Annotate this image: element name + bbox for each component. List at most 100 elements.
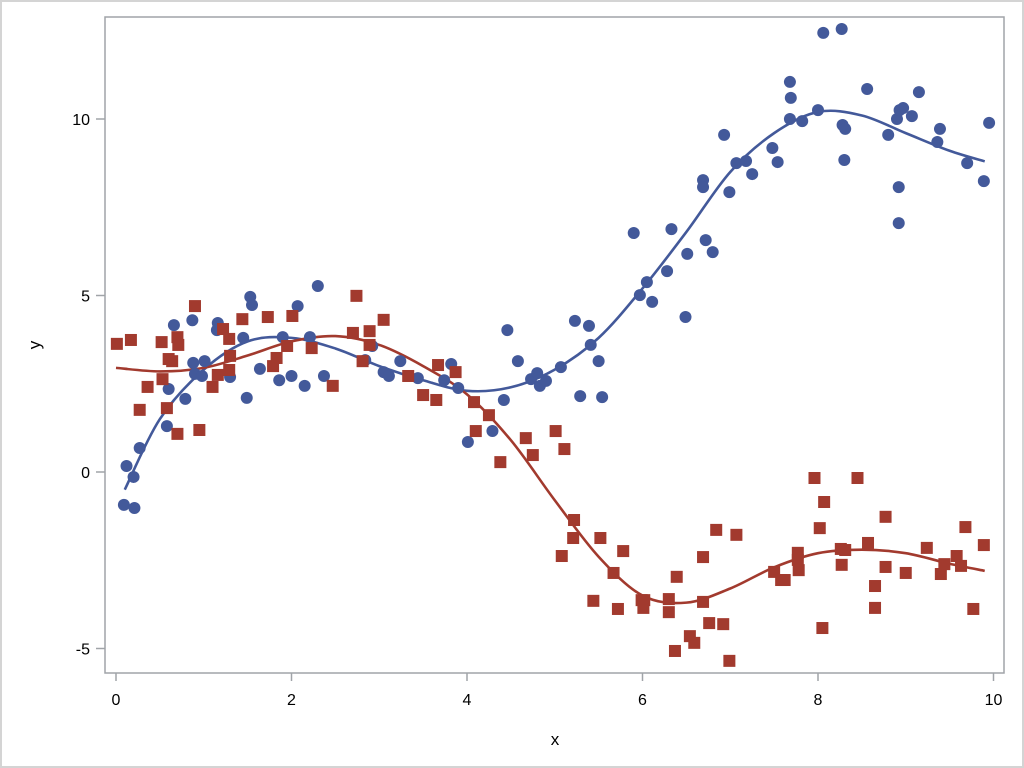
square-marker xyxy=(670,570,683,583)
square-marker xyxy=(270,351,283,364)
circle-marker xyxy=(382,369,395,382)
circle-marker xyxy=(892,181,905,194)
square-marker xyxy=(920,541,933,554)
square-marker xyxy=(519,432,532,445)
square-marker xyxy=(869,601,882,614)
circle-marker xyxy=(160,420,173,433)
circle-marker xyxy=(933,122,946,135)
square-marker xyxy=(567,532,580,545)
square-marker xyxy=(305,342,318,355)
x-tick-label: 2 xyxy=(287,692,296,709)
circle-marker xyxy=(461,435,474,448)
circle-marker xyxy=(117,498,130,511)
circle-marker xyxy=(861,82,874,95)
square-marker xyxy=(818,496,831,509)
circle-marker xyxy=(983,116,996,129)
square-marker xyxy=(193,423,206,436)
square-marker xyxy=(558,443,571,456)
square-marker xyxy=(350,289,363,302)
circle-marker xyxy=(486,425,499,438)
circle-marker xyxy=(838,153,851,166)
square-marker xyxy=(688,636,701,649)
square-marker xyxy=(224,349,237,362)
x-tick-label: 10 xyxy=(985,692,1003,709)
square-marker xyxy=(223,363,236,376)
circle-marker xyxy=(162,383,175,396)
square-marker xyxy=(155,336,168,349)
circle-marker xyxy=(730,157,743,170)
square-marker xyxy=(555,550,568,563)
square-marker xyxy=(160,402,173,415)
circle-marker xyxy=(394,355,407,368)
square-marker xyxy=(869,580,882,593)
circle-marker xyxy=(661,265,674,278)
circle-marker xyxy=(835,22,848,35)
y-tick-label: 5 xyxy=(81,289,90,306)
circle-marker xyxy=(746,168,759,181)
circle-marker xyxy=(627,227,640,240)
circle-marker xyxy=(574,390,587,403)
square-marker xyxy=(977,539,990,552)
circle-marker xyxy=(452,381,465,394)
square-marker xyxy=(211,368,224,381)
square-marker xyxy=(959,521,972,534)
square-marker xyxy=(188,300,201,313)
square-marker xyxy=(808,472,821,485)
square-marker xyxy=(326,379,339,392)
square-marker xyxy=(171,427,184,440)
y-tick-label: 10 xyxy=(72,112,90,129)
circle-marker xyxy=(646,295,659,308)
circle-marker xyxy=(253,362,266,375)
circle-marker xyxy=(317,369,330,382)
circle-marker xyxy=(554,361,567,374)
circle-marker xyxy=(912,86,925,99)
circle-marker xyxy=(240,391,253,404)
square-marker xyxy=(879,510,892,523)
square-marker xyxy=(816,622,829,635)
square-marker xyxy=(710,523,723,536)
square-marker xyxy=(236,313,249,326)
circle-marker xyxy=(718,128,731,141)
square-marker xyxy=(172,338,185,351)
circle-marker xyxy=(497,393,510,406)
circle-marker xyxy=(237,331,250,344)
circle-marker xyxy=(303,331,316,344)
circle-marker xyxy=(796,115,809,128)
y-axis-label: y xyxy=(25,340,44,349)
square-marker xyxy=(839,544,852,557)
circle-marker xyxy=(882,128,895,141)
square-marker xyxy=(594,532,607,545)
square-marker xyxy=(217,323,230,336)
square-marker xyxy=(494,456,507,469)
circle-marker xyxy=(311,279,324,292)
circle-marker xyxy=(740,155,753,168)
square-marker xyxy=(363,338,376,351)
circle-marker xyxy=(195,369,208,382)
x-tick-label: 8 xyxy=(814,692,823,709)
square-marker xyxy=(281,339,294,352)
circle-marker xyxy=(897,102,910,115)
circle-marker xyxy=(438,374,451,387)
square-marker xyxy=(835,558,848,571)
circle-marker xyxy=(783,75,796,88)
circle-marker xyxy=(584,338,597,351)
circle-marker xyxy=(511,355,524,368)
square-marker xyxy=(587,594,600,607)
square-marker xyxy=(813,522,826,535)
square-marker xyxy=(717,618,730,631)
square-marker xyxy=(899,566,912,579)
circle-marker xyxy=(167,319,180,332)
square-marker xyxy=(346,326,359,339)
square-marker xyxy=(468,396,481,409)
circle-marker xyxy=(699,234,712,247)
square-marker xyxy=(286,309,299,322)
square-marker xyxy=(417,389,430,402)
square-marker xyxy=(662,593,675,606)
square-marker xyxy=(723,654,736,667)
square-marker xyxy=(133,403,146,416)
circle-marker xyxy=(723,186,736,199)
square-marker xyxy=(166,355,179,368)
circle-marker xyxy=(128,502,141,515)
y-axis: -5 0 5 10 xyxy=(72,112,105,659)
